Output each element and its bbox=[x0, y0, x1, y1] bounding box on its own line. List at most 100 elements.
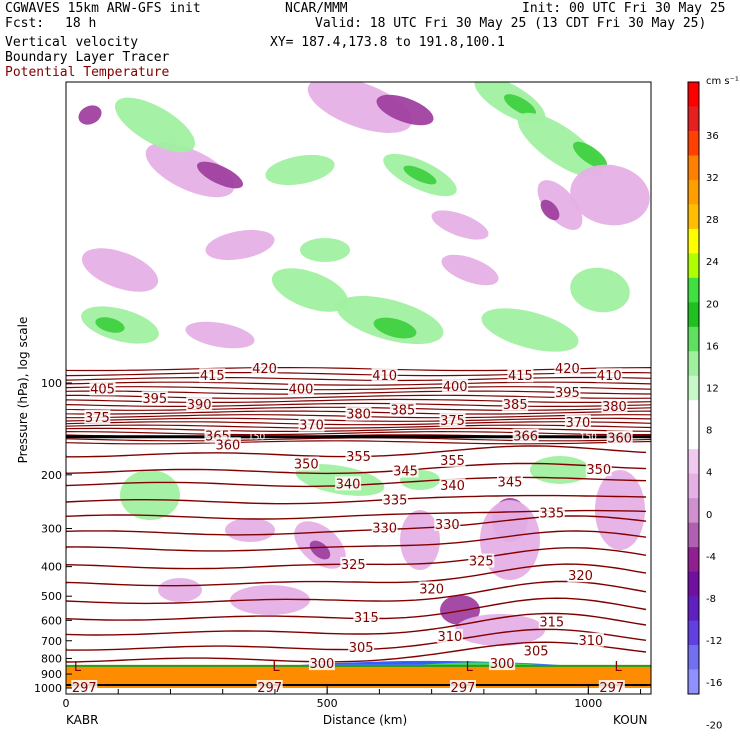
theta-label-45: 305 bbox=[524, 645, 549, 660]
y-tick-label-6: 700 bbox=[41, 635, 62, 648]
colorbar-label-12: -12 bbox=[706, 636, 722, 647]
x-tick-label-1: 500 bbox=[317, 697, 338, 710]
theta-label-36: 325 bbox=[341, 558, 366, 573]
theta-label-15: 380 bbox=[602, 400, 627, 415]
colorbar-swatch-7 bbox=[688, 253, 699, 279]
theta-label-38: 320 bbox=[419, 582, 444, 597]
theta-label-bg-18 bbox=[298, 417, 325, 432]
colorbar-swatch-17 bbox=[688, 498, 699, 524]
velocity-cell-5 bbox=[115, 97, 195, 153]
theta-label-bg-24 bbox=[345, 449, 372, 464]
low-marker-1: L bbox=[272, 660, 280, 675]
theta-label-bg-9 bbox=[288, 381, 315, 396]
colorbar-swatch-4 bbox=[688, 179, 699, 205]
theta-label-bg-2 bbox=[371, 368, 398, 383]
y-tick-label-1: 200 bbox=[41, 469, 62, 482]
contour-labels: 415 420 410 415 420 410 405 395 390 400 400 395 385 3… bbox=[71, 361, 633, 696]
low-marker-3: L bbox=[614, 660, 622, 675]
colorbar-label-4: 20 bbox=[706, 299, 719, 310]
theta-label-bg-41 bbox=[538, 614, 565, 629]
y-tick-label-4: 500 bbox=[41, 590, 62, 603]
colorbar-swatch-13 bbox=[688, 400, 699, 426]
header-fcst-value: 18 h bbox=[65, 16, 97, 31]
velocity-cell-14 bbox=[540, 199, 560, 221]
velocity-cell-11 bbox=[517, 112, 603, 178]
tropopause-label-0: 150 bbox=[248, 433, 265, 443]
theta-label-bg-12 bbox=[389, 402, 416, 417]
header-xy: XY= 187.4,173.8 to 191.8,100.1 bbox=[270, 35, 505, 50]
theta-label-bg-14 bbox=[345, 406, 372, 421]
theta-label-19: 370 bbox=[565, 416, 590, 431]
theta-line-lower-13 bbox=[66, 641, 647, 663]
theta-line-upper-2 bbox=[66, 376, 651, 382]
velocity-cell-30 bbox=[309, 540, 331, 560]
theta-label-50: 297 bbox=[451, 681, 476, 696]
theta-label-bg-39 bbox=[567, 568, 594, 583]
velocity-cell-27 bbox=[570, 267, 630, 313]
colorbar-swatch-9 bbox=[688, 302, 699, 328]
theta-label-31: 340 bbox=[440, 479, 465, 494]
velocity-cell-4 bbox=[376, 94, 434, 126]
theta-label-21: 360 bbox=[216, 438, 241, 453]
theta-label-51: 297 bbox=[599, 681, 624, 696]
y-tick-label-2: 300 bbox=[41, 523, 62, 536]
colorbar-swatch-1 bbox=[688, 106, 699, 132]
colorbar-swatch-19 bbox=[688, 547, 699, 573]
velocity-cell-33 bbox=[480, 500, 540, 580]
colorbar-unit: cm s⁻¹ bbox=[706, 76, 739, 87]
theta-line-upper-15 bbox=[66, 427, 651, 432]
theta-label-0: 415 bbox=[200, 369, 225, 384]
theta-label-26: 350 bbox=[294, 457, 319, 472]
velocity-cell-39 bbox=[120, 470, 180, 520]
colorbar-swatch-21 bbox=[688, 596, 699, 622]
colorbar-swatch-15 bbox=[688, 449, 699, 475]
colorbar-swatch-20 bbox=[688, 571, 699, 597]
velocity-cell-26 bbox=[441, 254, 499, 286]
tropopause-label-1: 150 bbox=[580, 433, 597, 443]
header-field-theta: Potential Temperature bbox=[5, 65, 170, 80]
vertical-velocity-field bbox=[78, 82, 650, 646]
theta-label-bg-7 bbox=[141, 391, 168, 406]
theta-label-27: 350 bbox=[586, 463, 611, 478]
theta-label-bg-0 bbox=[199, 368, 226, 383]
colorbar-frame bbox=[687, 81, 700, 695]
theta-label-bg-28 bbox=[392, 463, 419, 478]
theta-line-upper-12 bbox=[66, 417, 651, 422]
theta-label-bg-40 bbox=[353, 610, 380, 625]
colorbar-swatch-10 bbox=[688, 326, 699, 352]
colorbar-label-6: 12 bbox=[706, 383, 719, 394]
theta-label-39: 320 bbox=[568, 569, 593, 584]
theta-label-bg-42 bbox=[436, 628, 463, 643]
colorbar-swatch-14 bbox=[688, 424, 699, 450]
theta-line-lower-10 bbox=[66, 597, 647, 621]
velocity-cell-31 bbox=[400, 510, 440, 570]
velocity-cell-17 bbox=[81, 248, 159, 292]
theta-label-bg-15 bbox=[601, 399, 628, 414]
theta-label-12: 385 bbox=[390, 403, 415, 418]
colorbar-label-13: -16 bbox=[706, 678, 722, 689]
theta-label-24: 355 bbox=[346, 450, 371, 465]
velocity-cell-19 bbox=[271, 268, 349, 312]
velocity-cell-35 bbox=[158, 578, 202, 602]
colorbar-swatch-3 bbox=[688, 155, 699, 181]
theta-label-bg-16 bbox=[84, 409, 111, 424]
theta-label-bg-44 bbox=[348, 640, 375, 655]
y-tick-label-5: 600 bbox=[41, 614, 62, 627]
theta-label-bg-1 bbox=[251, 361, 278, 376]
theta-label-49: 297 bbox=[257, 681, 282, 696]
velocity-cell-25 bbox=[481, 308, 579, 352]
colorbar-label-8: 4 bbox=[706, 468, 712, 479]
theta-label-9: 400 bbox=[289, 382, 314, 397]
colorbar-swatch-24 bbox=[688, 669, 699, 695]
theta-line-lower-3 bbox=[66, 494, 647, 505]
theta-line-upper-0 bbox=[66, 367, 651, 372]
theta-line-upper-18 bbox=[66, 437, 651, 442]
colorbar-swatch-6 bbox=[688, 228, 699, 254]
header-field-vertical-velocity: Vertical velocity bbox=[5, 35, 139, 50]
theta-label-18: 370 bbox=[299, 419, 324, 434]
colorbar-swatch-5 bbox=[688, 204, 699, 230]
header-fcst-label: Fcst: bbox=[5, 16, 45, 31]
theta-label-11: 395 bbox=[555, 386, 580, 401]
theta-label-bg-45 bbox=[523, 643, 550, 658]
